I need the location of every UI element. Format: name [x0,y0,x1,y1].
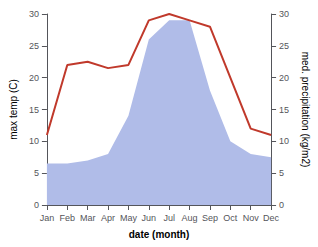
svg-text:10: 10 [29,136,39,146]
svg-text:30: 30 [279,9,289,19]
svg-text:May: May [120,213,138,223]
svg-text:5: 5 [34,168,39,178]
svg-text:Aug: Aug [182,213,198,223]
svg-text:Apr: Apr [101,213,115,223]
svg-text:med. precipitation (kg/m2): med. precipitation (kg/m2) [300,52,311,168]
svg-text:Mar: Mar [80,213,96,223]
svg-text:10: 10 [279,136,289,146]
svg-text:Nov: Nov [243,213,260,223]
svg-text:Jun: Jun [142,213,157,223]
svg-text:Feb: Feb [60,213,76,223]
svg-text:date (month): date (month) [129,229,190,240]
svg-text:max temp (C): max temp (C) [8,79,19,140]
svg-text:Oct: Oct [223,213,238,223]
svg-text:25: 25 [279,41,289,51]
svg-text:Jul: Jul [163,213,175,223]
svg-text:Sep: Sep [202,213,218,223]
svg-text:5: 5 [279,168,284,178]
svg-text:Jan: Jan [40,213,55,223]
svg-text:30: 30 [29,9,39,19]
svg-text:20: 20 [279,73,289,83]
svg-text:15: 15 [29,105,39,115]
svg-text:25: 25 [29,41,39,51]
svg-text:15: 15 [279,105,289,115]
svg-text:0: 0 [34,200,39,210]
svg-text:20: 20 [29,73,39,83]
svg-text:0: 0 [279,200,284,210]
svg-text:Dec: Dec [263,213,280,223]
